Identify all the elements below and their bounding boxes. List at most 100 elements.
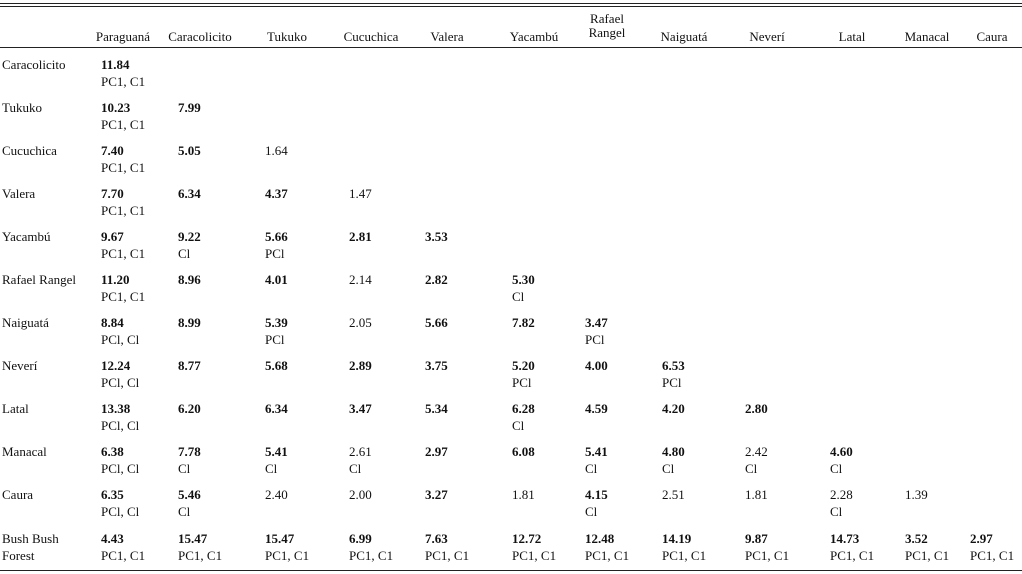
row-label: Neverí — [2, 358, 38, 373]
significance-label: PC1, C1 — [662, 548, 707, 563]
distance-value: 2.80 — [745, 401, 768, 416]
significance-label: PC1, C1 — [425, 548, 470, 563]
significance-label: PCl — [662, 375, 682, 390]
distance-value: 6.28 — [512, 401, 535, 416]
distance-value: 13.38 — [101, 401, 131, 416]
significance-label: PC1, C1 — [585, 548, 630, 563]
distance-value: 15.47 — [178, 531, 208, 546]
table-cell: 3.52 PC1, C1 — [905, 530, 949, 564]
significance-label: PCl, Cl — [101, 332, 140, 347]
table-cell: 6.34 — [178, 185, 201, 202]
distance-value: 3.75 — [425, 358, 448, 373]
row-label: Latal — [2, 401, 29, 416]
distance-value: 1.47 — [349, 186, 372, 201]
distance-value: 6.34 — [178, 186, 201, 201]
distance-value: 2.42 — [745, 444, 768, 459]
table-cell: 2.00 — [349, 486, 372, 503]
distance-value: 2.51 — [662, 487, 685, 502]
column-header: Paraguaná — [95, 29, 151, 44]
table-cell: 2.42 Cl — [745, 443, 768, 477]
distance-value: 11.84 — [101, 57, 130, 72]
distance-value: 1.81 — [512, 487, 535, 502]
table-cell: 4.20 — [662, 400, 685, 417]
distance-value: 7.63 — [425, 531, 448, 546]
table-cell: 8.77 — [178, 357, 201, 374]
table-cell: 4.59 — [585, 400, 608, 417]
column-header: Yacambú — [509, 29, 559, 44]
table-cell: 5.41 Cl — [585, 443, 608, 477]
table-cell: 2.81 — [349, 228, 372, 245]
significance-label: PC1, C1 — [101, 117, 146, 132]
distance-value: 4.20 — [662, 401, 685, 416]
row-label: Caracolicito — [2, 57, 66, 72]
distance-value: 10.23 — [101, 100, 131, 115]
distance-value: 6.53 — [662, 358, 685, 373]
distance-value: 7.82 — [512, 315, 535, 330]
distance-value: 2.40 — [265, 487, 288, 502]
distance-value: 14.73 — [830, 531, 860, 546]
table-cell: 9.22 Cl — [178, 228, 201, 262]
distance-value: 5.46 — [178, 487, 201, 502]
table-cell: 10.23 PC1, C1 — [101, 99, 145, 133]
table-cell: 12.24 PCl, Cl — [101, 357, 139, 391]
distance-value: 8.77 — [178, 358, 201, 373]
row-label: Manacal — [2, 444, 47, 459]
column-header: Naiguatá — [660, 29, 708, 44]
column-header: Rafael Rangel — [588, 11, 626, 40]
table-cell: 2.82 — [425, 271, 448, 288]
row-label: Yacambú — [2, 229, 51, 244]
distance-value: 5.20 — [512, 358, 535, 373]
distance-value: 12.48 — [585, 531, 615, 546]
header-rule-top — [0, 3, 1022, 4]
table-cell: 5.05 — [178, 142, 201, 159]
distance-value: 8.96 — [178, 272, 201, 287]
table-cell: 5.34 — [425, 400, 448, 417]
table-cell: 2.51 — [662, 486, 685, 503]
distance-value: 9.22 — [178, 229, 201, 244]
distance-value: 5.66 — [425, 315, 448, 330]
table-rule-bottom — [0, 570, 1022, 571]
table-cell: 12.48 PC1, C1 — [585, 530, 629, 564]
header-rule-top-second — [0, 6, 1022, 7]
distance-value: 2.61 — [349, 444, 372, 459]
significance-label: Cl — [178, 504, 191, 519]
table-cell: 3.47 PCl — [585, 314, 608, 348]
distance-value: 8.99 — [178, 315, 201, 330]
table-cell: 7.78 Cl — [178, 443, 201, 477]
distance-value: 5.30 — [512, 272, 535, 287]
table-cell: 5.66 — [425, 314, 448, 331]
significance-label: PCl — [585, 332, 605, 347]
distance-value: 7.99 — [178, 100, 201, 115]
table-cell: 14.19 PC1, C1 — [662, 530, 706, 564]
distance-value: 6.38 — [101, 444, 124, 459]
column-header: Latal — [838, 29, 866, 44]
significance-label: PC1, C1 — [101, 203, 146, 218]
significance-label: PCl, Cl — [101, 504, 140, 519]
significance-label: Cl — [512, 289, 525, 304]
distance-value: 11.20 — [101, 272, 130, 287]
table-cell: 6.53 PCl — [662, 357, 685, 391]
distance-value: 3.27 — [425, 487, 448, 502]
table-cell: 2.80 — [745, 400, 768, 417]
significance-label: Cl — [585, 461, 598, 476]
table-cell: 5.30 Cl — [512, 271, 535, 305]
significance-label: PCl, Cl — [101, 461, 140, 476]
table-cell: 6.99 PC1, C1 — [349, 530, 393, 564]
table-cell: 4.00 — [585, 357, 608, 374]
significance-label: PC1, C1 — [349, 548, 394, 563]
distance-value: 2.82 — [425, 272, 448, 287]
table-cell: 9.87 PC1, C1 — [745, 530, 789, 564]
table-cell: 14.73 PC1, C1 — [830, 530, 874, 564]
distance-value: 12.24 — [101, 358, 131, 373]
row-label: Rafael Rangel — [2, 272, 76, 287]
distance-value: 1.64 — [265, 143, 288, 158]
table-cell: 5.66 PCl — [265, 228, 288, 262]
distance-value: 5.05 — [178, 143, 201, 158]
distance-value: 4.60 — [830, 444, 853, 459]
significance-label: Cl — [830, 461, 843, 476]
distance-value: 6.20 — [178, 401, 201, 416]
distance-value: 12.72 — [512, 531, 542, 546]
significance-label: PC1, C1 — [512, 548, 557, 563]
distance-value: 4.80 — [662, 444, 685, 459]
table-cell: 3.27 — [425, 486, 448, 503]
